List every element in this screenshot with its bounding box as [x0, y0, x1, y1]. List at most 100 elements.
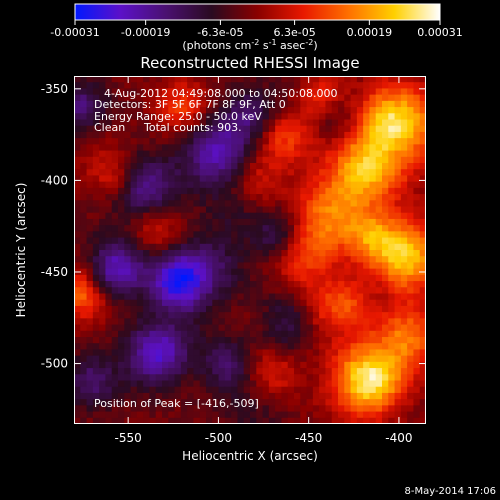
heatmap-cell: [419, 194, 426, 201]
heatmap-cell: [294, 355, 301, 363]
heatmap-cell: [174, 262, 182, 270]
heatmap-cell: [80, 131, 88, 139]
heatmap-cell: [199, 231, 207, 239]
heatmap-cell: [375, 386, 383, 394]
heatmap-cell: [143, 169, 150, 176]
heatmap-cell: [306, 318, 314, 326]
heatmap-cell: [356, 355, 364, 363]
heatmap-cell: [388, 268, 396, 276]
heatmap-cell: [80, 399, 88, 406]
heatmap-cell: [300, 318, 308, 326]
heatmap-cell: [193, 417, 201, 424]
heatmap-cell: [363, 312, 370, 319]
heatmap-cell: [325, 218, 333, 226]
heatmap-cell: [363, 169, 370, 176]
heatmap-cell: [363, 88, 370, 96]
heatmap-cell: [199, 187, 207, 195]
heatmap-cell: [224, 181, 232, 189]
heatmap-cell: [287, 386, 295, 394]
heatmap-cell: [350, 343, 358, 350]
heatmap-cell: [80, 113, 88, 120]
heatmap-cell: [218, 94, 226, 102]
heatmap-cell: [306, 399, 314, 406]
heatmap-cell: [162, 411, 169, 419]
heatmap-cell: [275, 287, 282, 294]
heatmap-cell: [111, 405, 119, 413]
heatmap-cell: [180, 125, 188, 133]
heatmap-cell: [105, 212, 113, 220]
heatmap-cell: [155, 82, 163, 89]
heatmap-cell: [338, 349, 345, 357]
heatmap-cell: [218, 82, 226, 89]
heatmap-cell: [231, 312, 238, 319]
heatmap-cell: [281, 163, 289, 170]
heatmap-cell: [92, 405, 100, 413]
heatmap-cell: [294, 374, 301, 381]
heatmap-cell: [419, 138, 426, 145]
heatmap-cell: [306, 293, 314, 301]
heatmap-cell: [262, 181, 270, 189]
heatmap-cell: [168, 194, 176, 201]
heatmap-cell: [80, 324, 88, 332]
heatmap-cell: [143, 324, 150, 332]
heatmap-cell: [250, 250, 257, 257]
heatmap-cell: [187, 181, 194, 189]
heatmap-cell: [375, 187, 383, 195]
heatmap-cell: [237, 281, 245, 288]
heatmap-cell: [149, 386, 157, 394]
heatmap-cell: [419, 150, 426, 158]
heatmap-cell: [162, 299, 169, 307]
heatmap-cell: [143, 100, 150, 108]
heatmap-cell: [256, 256, 264, 263]
heatmap-cell: [312, 411, 320, 419]
heatmap-cell: [256, 262, 264, 270]
heatmap-cell: [86, 361, 94, 369]
heatmap-cell: [325, 256, 333, 263]
heatmap-cell: [394, 175, 402, 183]
heatmap-cell: [419, 399, 426, 406]
heatmap-cell: [382, 256, 389, 263]
heatmap-cell: [419, 355, 426, 363]
heatmap-cell: [180, 305, 188, 313]
heatmap-cell: [306, 368, 314, 375]
heatmap-cell: [199, 156, 207, 164]
heatmap-cell: [294, 318, 301, 326]
heatmap-cell: [149, 100, 157, 108]
heatmap-cell: [319, 218, 326, 226]
heatmap-cell: [74, 144, 81, 152]
heatmap-cell: [212, 218, 220, 226]
heatmap-cell: [136, 324, 144, 332]
heatmap-cell: [344, 355, 352, 363]
heatmap-cell: [155, 361, 163, 369]
heatmap-cell: [80, 405, 88, 413]
heatmap-cell: [413, 131, 421, 139]
heatmap-cell: [243, 107, 251, 114]
heatmap-cell: [419, 212, 426, 220]
heatmap-cell: [331, 107, 339, 114]
heatmap-cell: [300, 144, 308, 152]
heatmap-cell: [174, 163, 182, 170]
heatmap-cell: [124, 312, 132, 319]
heatmap-cell: [92, 330, 100, 338]
heatmap-cell: [86, 119, 94, 127]
heatmap-cell: [105, 293, 113, 301]
heatmap-cell: [80, 361, 88, 369]
heatmap-cell: [168, 361, 176, 369]
heatmap-cell: [130, 380, 138, 388]
heatmap-cell: [118, 212, 125, 220]
heatmap-cell: [338, 243, 345, 251]
heatmap-cell: [300, 417, 308, 424]
heatmap-cell: [344, 144, 352, 152]
heatmap-cell: [375, 119, 383, 127]
heatmap-cell: [250, 417, 257, 424]
heatmap-cell: [275, 256, 282, 263]
heatmap-cell: [312, 150, 320, 158]
heatmap-cell: [105, 250, 113, 257]
heatmap-cell: [281, 262, 289, 270]
heatmap-cell: [375, 380, 383, 388]
heatmap-cell: [237, 349, 245, 357]
heatmap-cell: [187, 361, 194, 369]
heatmap-cell: [136, 169, 144, 176]
heatmap-cell: [199, 181, 207, 189]
heatmap-cell: [118, 324, 125, 332]
